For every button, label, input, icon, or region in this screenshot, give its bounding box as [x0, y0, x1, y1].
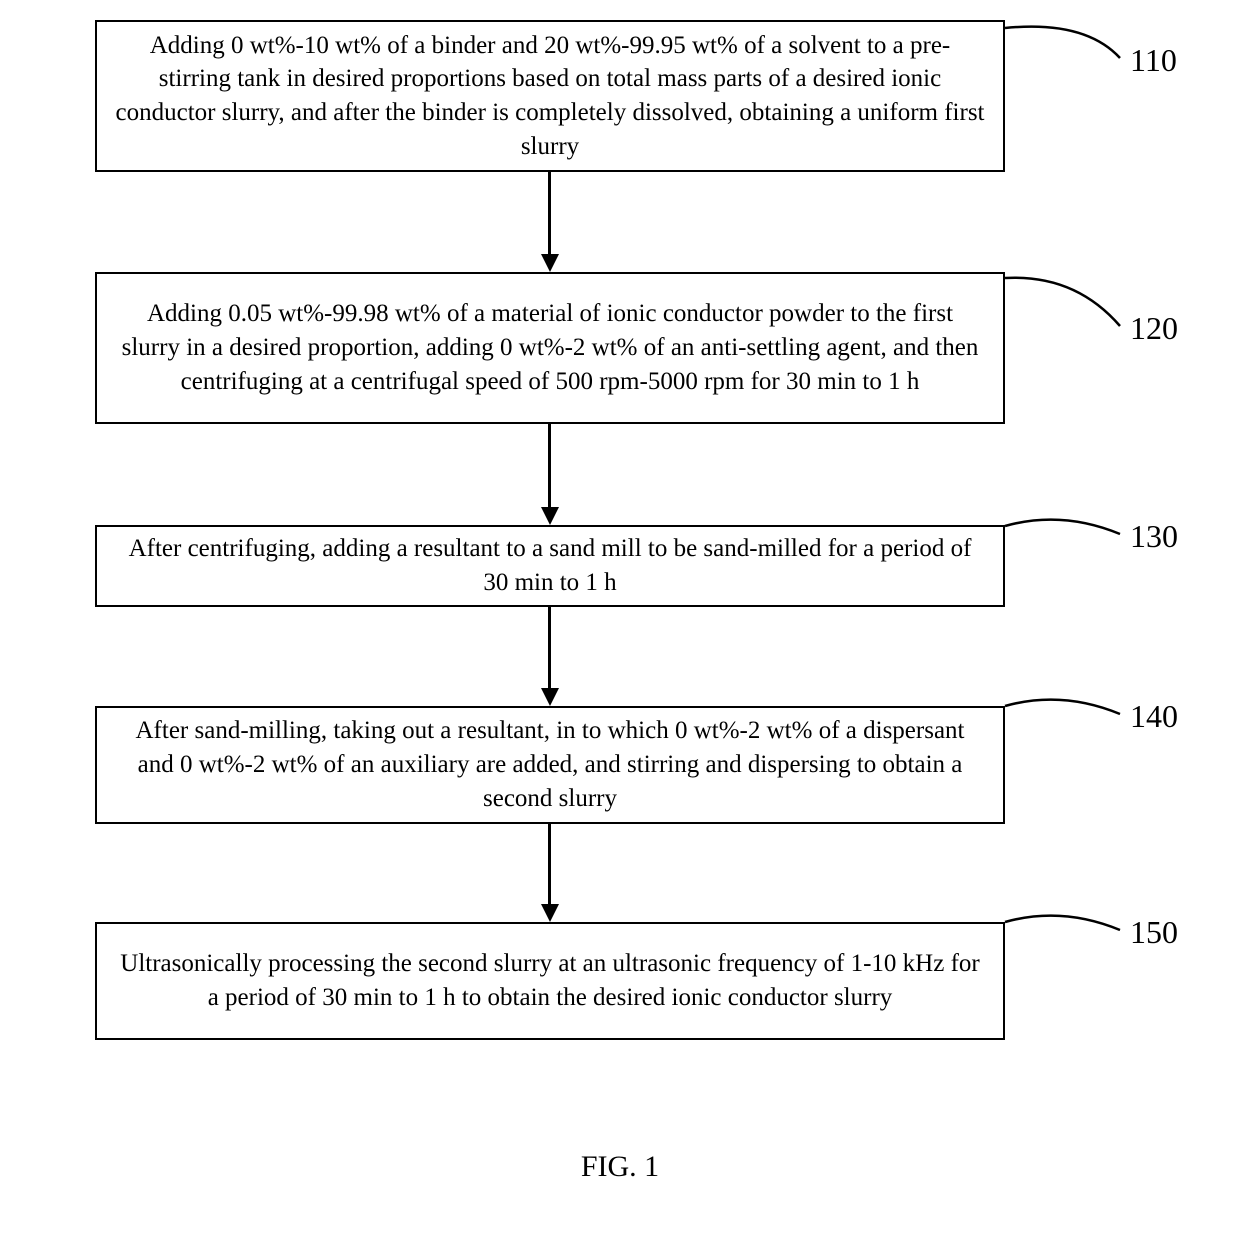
- bracket-120: [0, 0, 1240, 1244]
- step-text: After centrifuging, adding a resultant t…: [115, 532, 985, 600]
- bracket-130: [0, 0, 1240, 1244]
- arrowhead-140-150: [541, 904, 559, 922]
- step-text: Ultrasonically processing the second slu…: [115, 947, 985, 1015]
- connector-110-120: [548, 172, 551, 254]
- step-box-150: Ultrasonically processing the second slu…: [95, 922, 1005, 1040]
- bracket-110: [0, 0, 1240, 1244]
- step-text: Adding 0 wt%-10 wt% of a binder and 20 w…: [115, 29, 985, 164]
- step-text: Adding 0.05 wt%-99.98 wt% of a material …: [115, 297, 985, 398]
- flowchart-container: Adding 0 wt%-10 wt% of a binder and 20 w…: [0, 0, 1240, 1244]
- step-label-150: 150: [1130, 914, 1210, 951]
- step-label-110: 110: [1130, 42, 1210, 79]
- step-box-110: Adding 0 wt%-10 wt% of a binder and 20 w…: [95, 20, 1005, 172]
- figure-caption: FIG. 1: [0, 1150, 1240, 1184]
- step-box-130: After centrifuging, adding a resultant t…: [95, 525, 1005, 607]
- step-box-140: After sand-milling, taking out a resulta…: [95, 706, 1005, 824]
- arrowhead-120-130: [541, 507, 559, 525]
- step-label-140: 140: [1130, 698, 1210, 735]
- arrowhead-130-140: [541, 688, 559, 706]
- step-text: After sand-milling, taking out a resulta…: [115, 714, 985, 815]
- step-box-120: Adding 0.05 wt%-99.98 wt% of a material …: [95, 272, 1005, 424]
- step-label-130: 130: [1130, 518, 1210, 555]
- connector-120-130: [548, 424, 551, 507]
- connector-130-140: [548, 607, 551, 688]
- step-label-120: 120: [1130, 310, 1210, 347]
- arrowhead-110-120: [541, 254, 559, 272]
- bracket-140: [0, 0, 1240, 1244]
- bracket-150: [0, 0, 1240, 1244]
- connector-140-150: [548, 824, 551, 904]
